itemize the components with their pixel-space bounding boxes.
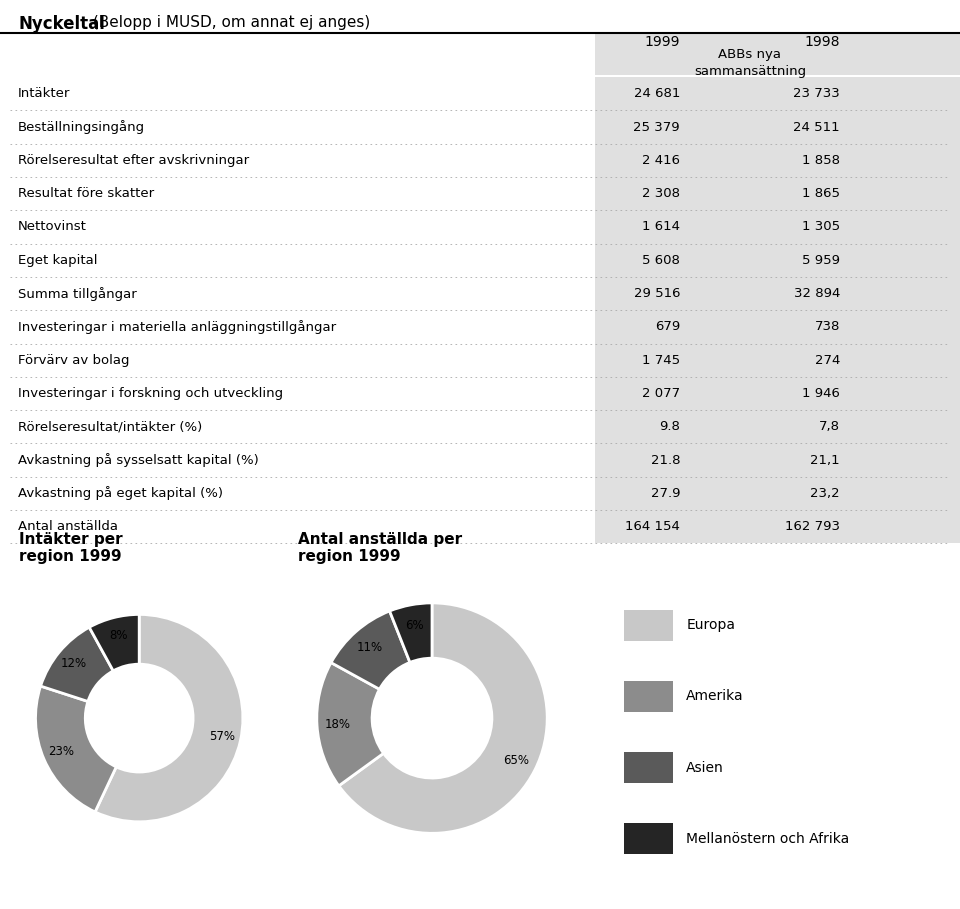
Text: 274: 274: [815, 354, 840, 366]
Text: Mellanöstern och Afrika: Mellanöstern och Afrika: [686, 832, 850, 845]
Text: 12%: 12%: [60, 657, 86, 671]
Text: Rörelseresultat efter avskrivningar: Rörelseresultat efter avskrivningar: [18, 154, 250, 167]
Bar: [595, 477, 960, 510]
Wedge shape: [331, 611, 410, 689]
Bar: [595, 444, 960, 477]
Text: Avkastning på sysselsatt kapital (%): Avkastning på sysselsatt kapital (%): [18, 454, 259, 467]
Text: 2 416: 2 416: [642, 154, 680, 167]
Text: 1999: 1999: [644, 35, 680, 49]
Text: 21,1: 21,1: [810, 454, 840, 466]
Text: 25 379: 25 379: [634, 121, 680, 134]
Text: 1 858: 1 858: [802, 154, 840, 167]
Text: Investeringar i forskning och utveckling: Investeringar i forskning och utveckling: [18, 387, 283, 400]
Text: Europa: Europa: [686, 618, 735, 633]
Text: 18%: 18%: [324, 717, 350, 731]
Text: 21.8: 21.8: [651, 454, 680, 466]
Text: 5 959: 5 959: [802, 254, 840, 266]
Bar: [595, 144, 960, 177]
Wedge shape: [339, 603, 547, 834]
Text: Summa tillgångar: Summa tillgångar: [18, 286, 136, 301]
Text: 6%: 6%: [405, 619, 423, 632]
Text: 1 745: 1 745: [642, 354, 680, 366]
Text: 23 733: 23 733: [793, 87, 840, 100]
Text: 1 614: 1 614: [642, 221, 680, 234]
Bar: [595, 410, 960, 444]
Bar: [595, 33, 960, 75]
Text: Intäkter: Intäkter: [18, 87, 70, 100]
Bar: [595, 277, 960, 310]
Bar: [624, 824, 673, 854]
Text: 23%: 23%: [48, 745, 74, 758]
Text: Antal anställda per
region 1999: Antal anställda per region 1999: [298, 532, 462, 564]
Text: Nettovinst: Nettovinst: [18, 221, 86, 234]
Wedge shape: [317, 663, 384, 785]
Bar: [595, 310, 960, 344]
Bar: [595, 377, 960, 410]
Bar: [595, 244, 960, 277]
Wedge shape: [89, 614, 139, 671]
Text: Rörelseresultat/intäkter (%): Rörelseresultat/intäkter (%): [18, 420, 203, 434]
Text: 23,2: 23,2: [810, 487, 840, 500]
Text: 164 154: 164 154: [625, 520, 680, 534]
Bar: [595, 344, 960, 377]
Wedge shape: [40, 627, 113, 702]
Text: Intäkter per
region 1999: Intäkter per region 1999: [19, 532, 123, 564]
Text: 24 511: 24 511: [793, 121, 840, 134]
Text: 1 946: 1 946: [803, 387, 840, 400]
Text: Avkastning på eget kapital (%): Avkastning på eget kapital (%): [18, 486, 223, 501]
Text: 27.9: 27.9: [651, 487, 680, 500]
Text: Eget kapital: Eget kapital: [18, 254, 98, 266]
Text: ABBs nya
sammansättning: ABBs nya sammansättning: [694, 48, 806, 78]
Text: 24 681: 24 681: [634, 87, 680, 100]
Text: 8%: 8%: [108, 629, 128, 643]
Wedge shape: [36, 686, 116, 812]
Text: 738: 738: [815, 320, 840, 334]
Text: Amerika: Amerika: [686, 689, 744, 704]
Text: Asien: Asien: [686, 761, 724, 774]
Bar: [595, 177, 960, 210]
Text: 1998: 1998: [804, 35, 840, 49]
Bar: [595, 510, 960, 544]
Text: 9.8: 9.8: [660, 420, 680, 434]
Text: 5 608: 5 608: [642, 254, 680, 266]
Text: 65%: 65%: [503, 754, 529, 767]
Text: Förvärv av bolag: Förvärv av bolag: [18, 354, 130, 366]
Text: 162 793: 162 793: [785, 520, 840, 534]
Text: (Belopp i MUSD, om annat ej anges): (Belopp i MUSD, om annat ej anges): [88, 15, 371, 30]
Text: 57%: 57%: [209, 730, 235, 744]
Text: 2 077: 2 077: [642, 387, 680, 400]
Text: 7,8: 7,8: [819, 420, 840, 434]
Text: Resultat före skatter: Resultat före skatter: [18, 187, 155, 200]
Text: 11%: 11%: [356, 641, 383, 654]
Text: Nyckeltal: Nyckeltal: [18, 15, 105, 33]
Bar: [595, 77, 960, 110]
Text: 679: 679: [655, 320, 680, 334]
Bar: [595, 210, 960, 244]
Wedge shape: [390, 603, 432, 663]
Text: 29 516: 29 516: [634, 287, 680, 300]
Text: Investeringar i materiella anläggningstillgångar: Investeringar i materiella anläggningsti…: [18, 320, 336, 334]
Text: 1 865: 1 865: [802, 187, 840, 200]
Text: 1 305: 1 305: [802, 221, 840, 234]
Wedge shape: [95, 614, 243, 822]
Bar: [595, 110, 960, 144]
Bar: [624, 752, 673, 783]
Text: 32 894: 32 894: [794, 287, 840, 300]
Text: Antal anställda: Antal anställda: [18, 520, 118, 534]
Bar: [624, 610, 673, 641]
Text: Beställningsingång: Beställningsingång: [18, 120, 145, 134]
Text: 2 308: 2 308: [642, 187, 680, 200]
Bar: [624, 681, 673, 712]
